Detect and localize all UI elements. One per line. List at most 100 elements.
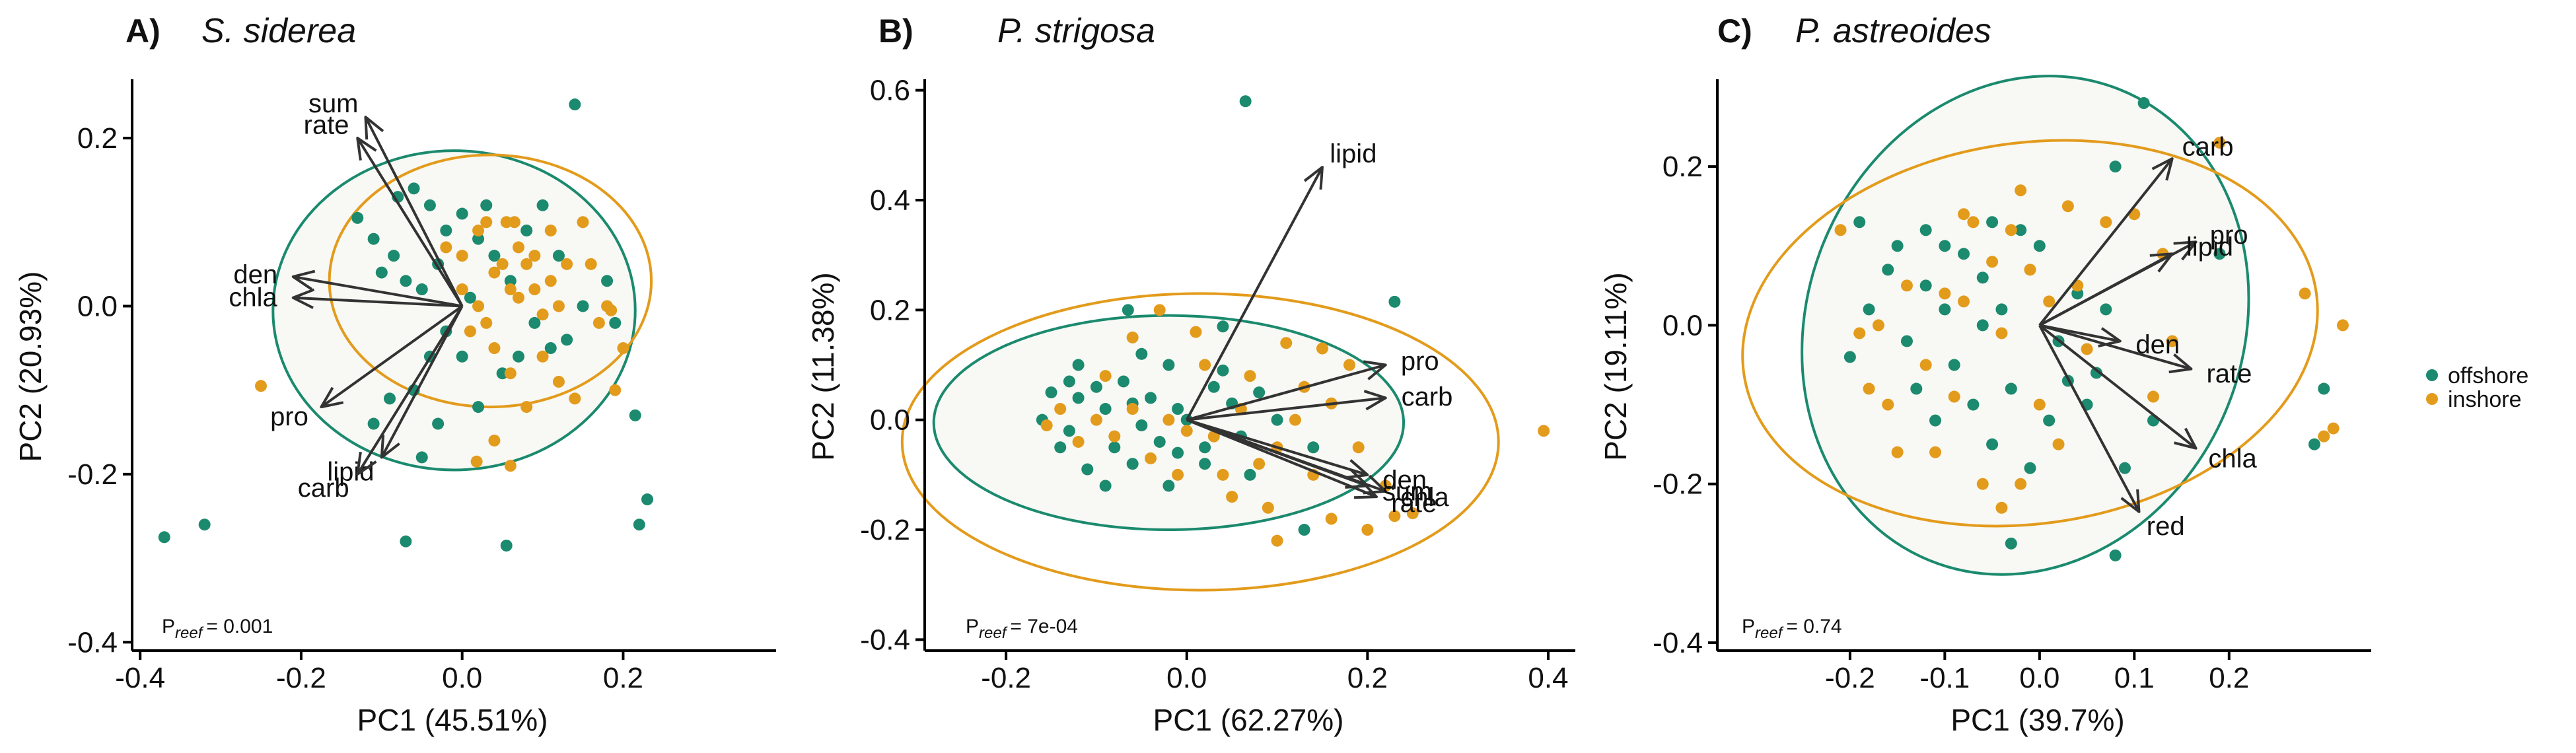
offshore-point	[1239, 95, 1252, 108]
inshore-point	[1271, 534, 1283, 547]
inshore-point	[1352, 441, 1365, 454]
inshore-point	[1361, 524, 1374, 536]
offshore-point	[2118, 462, 2131, 474]
offshore-point	[633, 519, 645, 531]
offshore-point	[1054, 441, 1067, 454]
offshore-point	[2109, 161, 2122, 173]
offshore-point	[1163, 480, 1175, 492]
offshore-point	[1045, 386, 1057, 399]
loading-arrow-rate	[1186, 418, 1378, 499]
inshore-point	[1072, 435, 1085, 448]
inshore-point	[488, 342, 501, 355]
inshore-point	[1406, 507, 1419, 520]
offshore-point	[641, 493, 653, 506]
inshore-point	[544, 275, 557, 287]
offshore-point	[472, 233, 485, 245]
y-tick-label: -0.2	[67, 458, 118, 491]
loading-arrow-red	[2038, 324, 2141, 513]
x-tick-label: 0.1	[2114, 662, 2155, 694]
loading-arrow-carb	[356, 305, 464, 476]
panel-b-species: P. strigosa	[997, 12, 1155, 50]
inshore-point	[1948, 390, 1960, 403]
loading-label-rate: rate	[304, 111, 349, 140]
inshore-point	[2318, 430, 2330, 443]
offshore-confidence-ellipse	[1801, 75, 2250, 576]
inshore-point	[1853, 327, 1866, 340]
inshore-point	[1108, 430, 1121, 443]
loading-arrow-rate	[2039, 324, 2193, 374]
offshore-point	[2213, 248, 2226, 260]
inshore-point	[1289, 413, 1301, 426]
p-subscript: reef	[175, 624, 204, 642]
loading-label-chla: chla	[229, 283, 277, 312]
inshore-point	[1262, 501, 1274, 514]
offshore-point	[629, 409, 641, 421]
inshore-point	[456, 283, 468, 296]
loading-label-rate: rate	[2206, 359, 2252, 388]
offshore-point	[415, 283, 428, 296]
inshore-point	[1976, 478, 1989, 490]
panel-b-x-axis-title: PC1 (62.27%)	[1153, 703, 1344, 737]
offshore-point	[1063, 425, 1075, 437]
loading-arrow-chla	[291, 288, 462, 309]
offshore-point	[384, 392, 396, 405]
offshore-point	[1135, 419, 1148, 431]
x-tick-label: -0.2	[1825, 662, 1875, 694]
inshore-point	[440, 241, 452, 254]
inshore-point	[1939, 287, 1951, 300]
inshore-point	[609, 384, 622, 396]
p-value: = 0.001	[206, 616, 273, 637]
inshore-point	[2336, 319, 2349, 332]
loading-label-pro: pro	[270, 402, 308, 431]
offshore-point	[367, 417, 380, 430]
inshore-point	[1863, 382, 1875, 395]
inshore-point	[544, 224, 557, 236]
inshore-confidence-ellipse	[328, 153, 653, 409]
offshore-point	[577, 300, 589, 312]
panel-c-x-axis-title: PC1 (39.7%)	[1950, 703, 2124, 737]
inshore-confidence-ellipse	[1741, 139, 2319, 528]
y-tick-label: -0.4	[860, 624, 910, 656]
offshore-point	[1172, 447, 1184, 459]
inshore-point	[2327, 422, 2340, 435]
inshore-point	[520, 258, 533, 270]
x-tick-label: 0.2	[2209, 662, 2249, 694]
inshore-point	[569, 392, 581, 405]
loading-label-sum: sum	[1382, 478, 1433, 507]
inshore-point	[1163, 413, 1175, 426]
inshore-point	[2015, 478, 2027, 490]
inshore-point	[1872, 319, 1884, 332]
offshore-point	[536, 199, 549, 211]
inshore-point	[1090, 413, 1102, 426]
offshore-point	[601, 275, 614, 287]
inshore-point	[1958, 208, 1970, 221]
inshore-point	[617, 342, 629, 355]
legend: offshore inshore	[2426, 363, 2528, 412]
y-tick-label: -0.2	[860, 514, 910, 546]
inshore-point	[504, 283, 517, 296]
inshore-point	[536, 350, 549, 363]
loading-arrow-chla	[2038, 324, 2198, 450]
offshore-point	[1948, 359, 1960, 371]
loading-arrow-pro	[1186, 360, 1387, 421]
offshore-point	[456, 350, 468, 363]
offshore-point	[400, 275, 412, 287]
inshore-point	[536, 308, 549, 321]
y-tick-label: 0.2	[870, 294, 910, 326]
offshore-point	[1939, 303, 1951, 316]
offshore-point	[464, 291, 476, 304]
inshore-point	[1995, 327, 2008, 340]
offshore-point	[609, 316, 622, 329]
offshore-point	[561, 334, 573, 346]
offshore-point	[1919, 279, 1932, 292]
offshore-point	[2137, 97, 2150, 110]
offshore-point	[1072, 392, 1085, 404]
inshore-point	[1226, 491, 1238, 503]
offshore-point	[400, 535, 412, 548]
panel-p-strigosa: B) P. strigosa PC1 (62.27%) PC2 (11.38%)…	[806, 12, 1575, 737]
legend-offshore-swatch	[2426, 369, 2438, 381]
offshore-point	[1217, 320, 1229, 333]
p-subscript: reef	[979, 624, 1008, 642]
